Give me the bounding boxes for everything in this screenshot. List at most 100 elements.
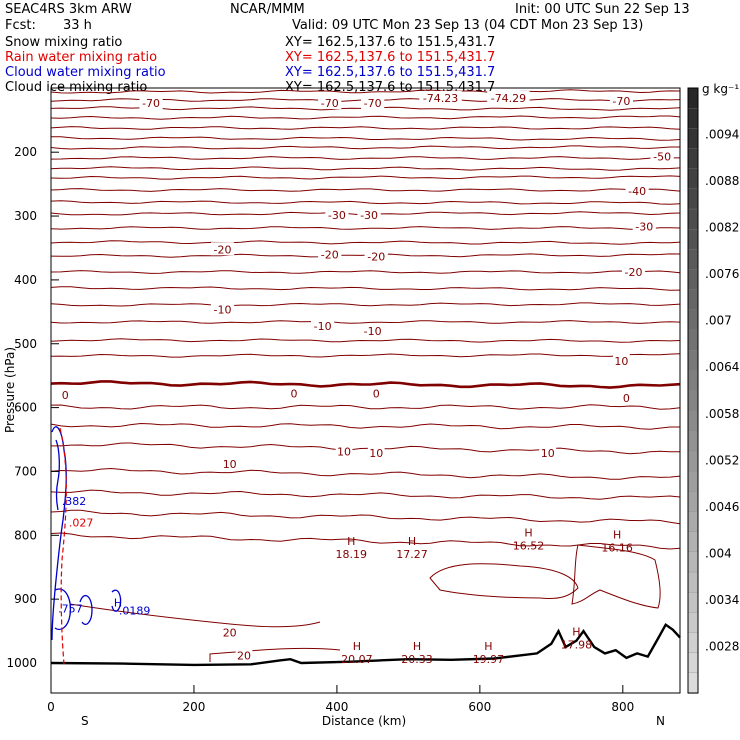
isotherm-label: -20	[625, 266, 643, 279]
label-bg	[318, 96, 342, 110]
y-tick-label: 800	[14, 528, 37, 542]
isotherm-label: 20	[237, 649, 251, 662]
colorbar-step	[687, 148, 699, 170]
isotherm	[50, 200, 681, 205]
label-bg	[210, 302, 235, 316]
hydrometeor-label: .027	[69, 517, 94, 530]
x-tick-label: 0	[47, 700, 55, 714]
hydrometeor-label: .757	[58, 603, 83, 616]
temperature-contours	[50, 89, 681, 662]
isotherm-loop	[429, 563, 579, 599]
colorbar-step	[687, 390, 699, 412]
isotherm-label: -20	[367, 250, 385, 263]
high-value: 18.19	[335, 548, 367, 561]
label-bg	[632, 219, 656, 233]
label-bg	[139, 96, 163, 110]
colorbar-label: .0088	[705, 174, 739, 188]
label-bg	[609, 94, 633, 108]
isotherm	[50, 489, 681, 500]
colorbar-step	[687, 168, 699, 190]
colorbar-step	[687, 87, 699, 109]
label-bg	[364, 249, 388, 263]
y-tick-label: 1000	[6, 656, 37, 670]
contour-labels: -74.23 -74.29 -70 -70 -70 -70 -50 -40 -30 -30 -30 -…	[58, 90, 674, 666]
label-bg	[210, 242, 235, 256]
label-bg	[325, 207, 349, 221]
forecast-label: Fcst:	[5, 18, 36, 33]
y-tick-label: 700	[14, 464, 37, 478]
label-bg	[621, 391, 632, 405]
x-axis-label: Distance (km)	[322, 714, 406, 728]
colorbar-step	[687, 672, 699, 694]
isotherm-label: 10	[614, 355, 628, 368]
colorbar-label: .0076	[705, 267, 739, 281]
isotherm-label: 10	[369, 447, 383, 460]
colorbar-label: .0058	[705, 407, 739, 421]
field-xy-cloud-water: XY= 162.5,137.6 to 151.5,431.7	[285, 65, 496, 80]
colorbar-step	[687, 551, 699, 573]
high-marker: H	[347, 535, 355, 548]
y-tick-label: 200	[14, 145, 37, 159]
colorbar-label: .0094	[705, 128, 739, 142]
forecast-hours: 33 h	[63, 18, 92, 33]
isotherm-label: -10	[214, 303, 232, 316]
terrain	[50, 622, 681, 667]
isotherm	[50, 509, 681, 525]
colorbar-step	[687, 208, 699, 230]
label-bg	[357, 207, 381, 221]
x-tick-label: 600	[468, 700, 491, 714]
label-bg	[625, 184, 649, 198]
cloud-water-contour	[79, 594, 93, 625]
high-value: 17.27	[396, 548, 428, 561]
colorbar-label: .0064	[705, 360, 739, 374]
high-marker: H	[353, 640, 361, 653]
label-bg	[621, 265, 646, 279]
isotherm-label: -70	[364, 97, 382, 110]
high-value: 20.07	[341, 653, 373, 666]
label-bg	[221, 456, 239, 470]
isotherm-label: -74.29	[491, 92, 526, 105]
high-marker: H	[484, 640, 492, 653]
high-marker: H	[613, 528, 621, 541]
field-xy-snow: XY= 162.5,137.6 to 151.5,431.7	[285, 35, 496, 50]
colorbar-label: .0034	[705, 593, 739, 607]
isotherm	[51, 442, 681, 455]
plot-frame	[50, 87, 681, 694]
isotherm-label: -30	[328, 209, 346, 222]
isotherm	[50, 126, 681, 130]
isotherm-label: -10	[314, 320, 332, 333]
colorbar-step	[687, 632, 699, 654]
colorbar-step	[687, 531, 699, 553]
colorbar-step	[687, 289, 699, 311]
colorbar-step	[687, 511, 699, 533]
colorbar-step	[687, 309, 699, 331]
colorbar-unit: g kg⁻¹	[702, 82, 739, 96]
colorbar-step	[687, 652, 699, 674]
isotherm	[50, 422, 680, 430]
label-bg	[221, 625, 239, 639]
high-value: 19.97	[473, 653, 505, 666]
isotherm	[69, 603, 321, 628]
colorbar-step	[687, 592, 699, 613]
colorbar-step	[687, 188, 699, 210]
colorbar-step	[687, 229, 699, 250]
colorbar-label: .004	[705, 546, 732, 560]
isotherm-label: -70	[612, 95, 630, 108]
colorbar-step	[687, 249, 699, 271]
isotherm	[50, 226, 681, 230]
isotherm	[51, 136, 681, 141]
y-tick-label: 900	[14, 592, 37, 606]
cloud-water-contour	[54, 588, 72, 631]
colorbar-label: .007	[705, 314, 732, 328]
high-marker: H	[572, 625, 580, 638]
isotherm	[50, 302, 681, 307]
colorbar-step	[687, 370, 699, 392]
isotherm-label: 0	[62, 389, 69, 402]
y-tick-label: 600	[14, 401, 37, 415]
hydrometeor-label: H	[114, 596, 122, 609]
isotherm-label: -30	[635, 220, 653, 233]
isotherm-label: 0	[623, 392, 630, 405]
colorbar-step	[687, 471, 699, 492]
field-name-rain: Rain water mixing ratio	[5, 50, 158, 65]
